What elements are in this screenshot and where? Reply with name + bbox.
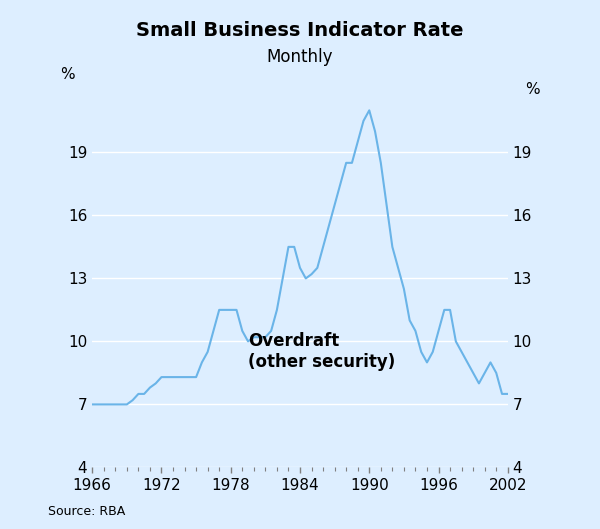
- Text: Overdraft
(other security): Overdraft (other security): [248, 333, 395, 371]
- Text: Source: RBA: Source: RBA: [48, 505, 125, 518]
- Y-axis label: %: %: [526, 82, 540, 97]
- Text: Small Business Indicator Rate: Small Business Indicator Rate: [136, 21, 464, 40]
- Text: Monthly: Monthly: [267, 48, 333, 66]
- Y-axis label: %: %: [60, 67, 74, 82]
